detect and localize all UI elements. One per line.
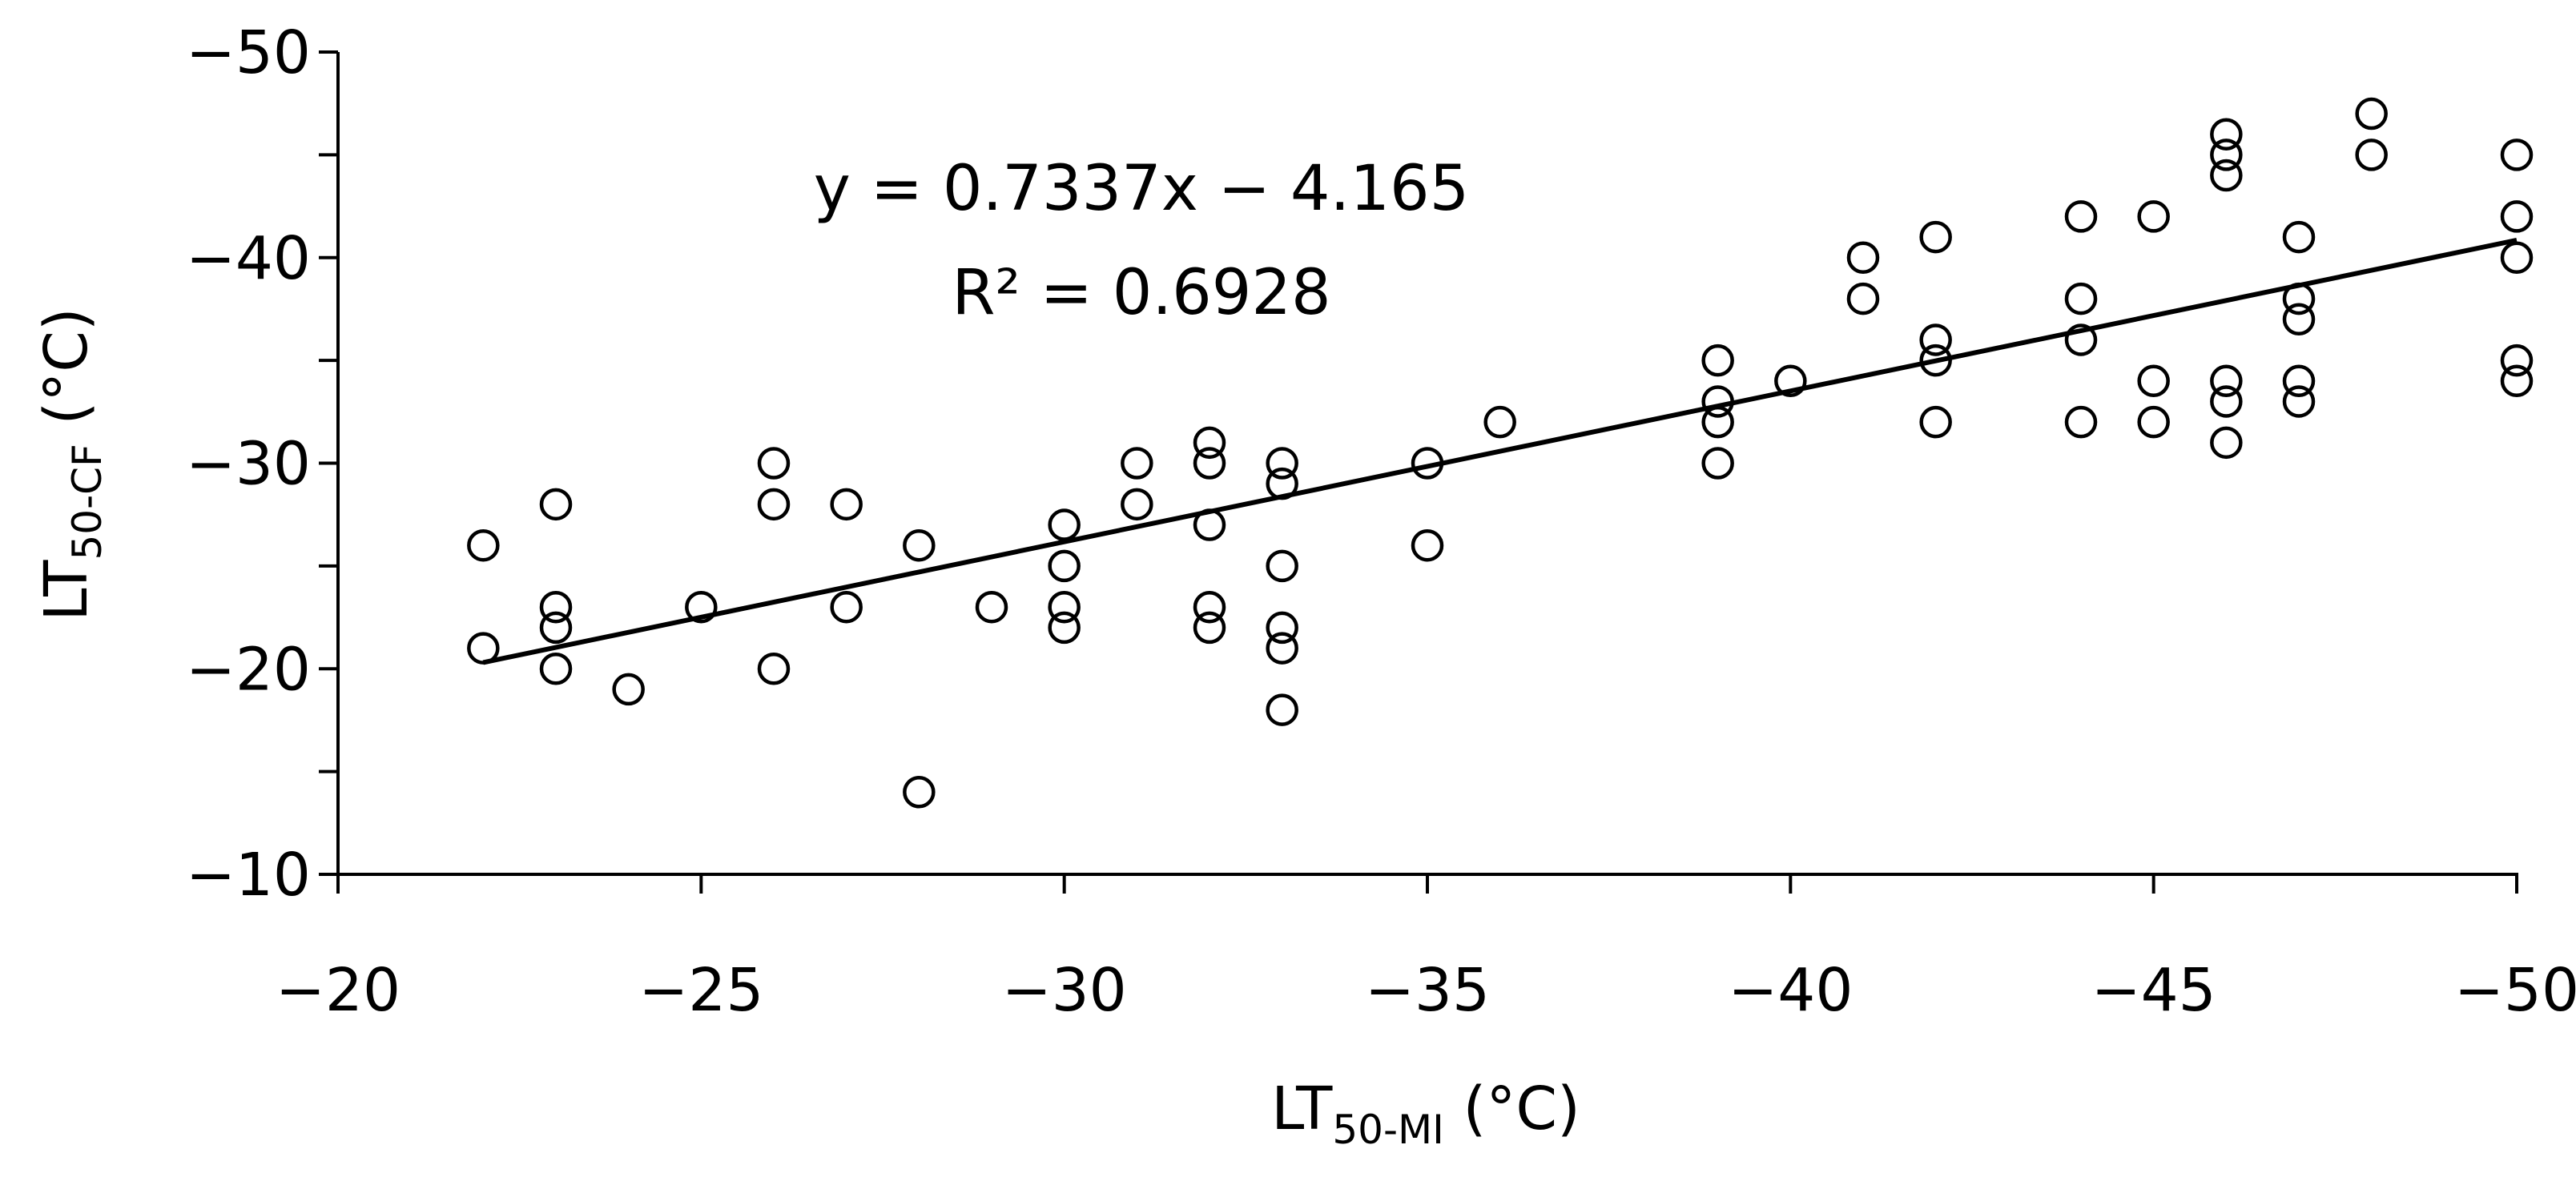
data-point: [612, 673, 645, 706]
data-point: [467, 528, 500, 562]
data-point: [2500, 200, 2534, 233]
data-point: [1193, 590, 1226, 624]
data-point: [1919, 405, 1952, 439]
y-tick-label: −30: [186, 430, 311, 499]
data-point: [1048, 508, 1081, 541]
y-tick-label: −50: [186, 18, 311, 87]
x-tick-label: −40: [1728, 956, 1853, 1025]
data-point: [1846, 282, 1880, 315]
data-point: [1193, 611, 1226, 645]
data-point: [1701, 405, 1734, 439]
data-point: [539, 488, 573, 521]
data-point: [1919, 220, 1952, 254]
data-point: [1048, 549, 1081, 583]
data-point: [1048, 611, 1081, 645]
data-point: [1701, 385, 1734, 418]
x-tick-label: −50: [2454, 956, 2576, 1025]
data-point: [2137, 364, 2170, 398]
data-point: [757, 488, 791, 521]
data-point: [539, 590, 573, 624]
data-point: [2355, 139, 2388, 171]
data-point: [1193, 447, 1226, 480]
data-point: [1121, 488, 1153, 521]
y-tick-label: −20: [186, 635, 311, 704]
data-point: [2282, 220, 2316, 254]
data-point: [2500, 364, 2534, 398]
data-point: [1411, 447, 1444, 480]
x-tick-label: −30: [1002, 956, 1127, 1025]
data-point: [1774, 364, 1807, 398]
data-point: [1193, 426, 1226, 460]
data-point: [2210, 139, 2243, 171]
x-axis-title: LT50-MI (°C): [1271, 1075, 1580, 1153]
data-point: [2210, 385, 2243, 418]
data-point: [1919, 343, 1952, 377]
data-point: [2355, 97, 2388, 131]
data-point: [830, 590, 863, 624]
data-point: [2210, 364, 2243, 398]
data-point: [975, 590, 1008, 624]
data-point: [2137, 405, 2170, 439]
data-point: [1701, 447, 1734, 480]
data-point: [757, 653, 791, 685]
data-point: [2210, 159, 2243, 192]
data-point: [2500, 139, 2534, 171]
data-point: [1266, 467, 1298, 500]
data-point: [1266, 632, 1298, 665]
trendline-group: [482, 237, 2518, 665]
data-point: [2282, 282, 2316, 315]
data-point: [1193, 508, 1226, 541]
data-point: [1919, 323, 1952, 356]
data-point: [1266, 549, 1298, 583]
y-tick-label: −40: [186, 224, 311, 293]
ticks: −20 −25 −30 −35 −40 −45 −50 −10 −20 −30 −40 −50: [186, 18, 2576, 1025]
data-point: [539, 611, 573, 645]
data-points: [467, 97, 2534, 809]
data-point: [2210, 426, 2243, 460]
x-tick-label: −25: [638, 956, 763, 1025]
data-point: [2282, 364, 2316, 398]
data-point: [1846, 241, 1880, 274]
data-point: [1266, 693, 1298, 726]
data-point: [1121, 447, 1153, 480]
x-tick-label: −45: [2091, 956, 2216, 1025]
data-point: [1483, 405, 1516, 439]
data-point: [2500, 343, 2534, 377]
data-point: [2064, 323, 2098, 356]
data-point: [2500, 241, 2534, 274]
data-point: [1411, 528, 1444, 562]
data-point: [903, 776, 936, 809]
data-point: [685, 590, 718, 624]
data-point: [1048, 590, 1081, 624]
data-point: [2064, 282, 2098, 315]
data-point: [830, 488, 863, 521]
y-tick-label: −10: [186, 841, 311, 910]
r-squared-label: R² = 0.6928: [952, 257, 1330, 329]
data-point: [2064, 200, 2098, 233]
data-point: [2282, 303, 2316, 336]
x-tick-label: −20: [276, 956, 400, 1025]
y-axis-title: LT50-CF (°C): [32, 307, 111, 621]
data-point: [903, 528, 936, 562]
data-point: [2282, 385, 2316, 418]
data-point: [467, 632, 500, 665]
data-point: [2137, 200, 2170, 233]
trendline: [482, 237, 2518, 665]
data-point: [757, 447, 791, 480]
data-point: [2210, 118, 2243, 151]
data-point: [1701, 343, 1734, 377]
x-tick-label: −35: [1365, 956, 1490, 1025]
data-point: [1266, 447, 1298, 480]
data-point: [539, 653, 573, 685]
data-point: [1266, 611, 1298, 645]
data-point: [2064, 405, 2098, 439]
trendline-equation: y = 0.7337x − 4.165: [814, 153, 1469, 225]
